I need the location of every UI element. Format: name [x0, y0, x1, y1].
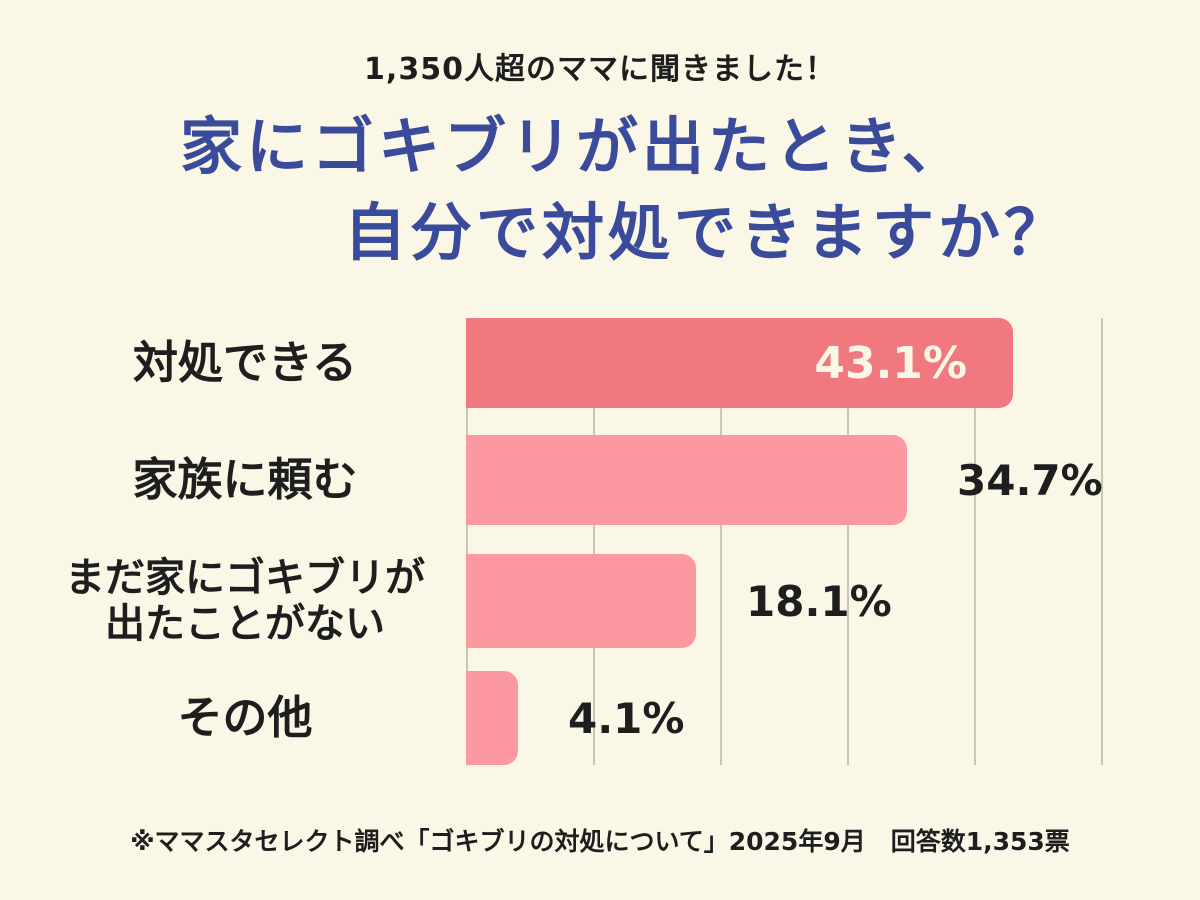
survey-subtitle: 1,350人超のママに聞きました！: [364, 52, 836, 87]
bar: [466, 671, 518, 765]
category-label-line: まだ家にゴキブリが: [65, 555, 425, 601]
bar: [466, 554, 696, 648]
category-label: 対処できる: [28, 337, 462, 389]
category-label-line: 出たことがない: [105, 601, 385, 647]
category-label: 家族に頼む: [28, 454, 462, 506]
category-label-line: 対処できる: [132, 336, 358, 389]
value-label: 4.1%: [568, 693, 685, 743]
gridline-30pct: [847, 318, 849, 765]
chart-title-line1: 家にゴキブリが出たとき、: [180, 110, 968, 183]
gridline-10pct: [593, 318, 595, 765]
gridline-20pct: [720, 318, 722, 765]
source-note: ※ママスタセレクト調べ「ゴキブリの対処について」2025年9月 回答数1,353…: [130, 827, 1070, 856]
bar: [466, 435, 907, 525]
value-label: 43.1%: [814, 337, 967, 389]
category-label-line: 家族に頼む: [132, 453, 358, 506]
gridline-40pct: [974, 318, 976, 765]
gridline-0pct: [466, 318, 468, 765]
bar: 43.1%: [466, 318, 1013, 408]
value-label: 34.7%: [957, 455, 1103, 505]
gridline-50pct: [1101, 318, 1103, 765]
category-label: その他: [28, 692, 462, 744]
chart-title-line2: 自分で対処できますか？: [344, 196, 1071, 269]
category-label-line: その他: [177, 691, 313, 744]
value-label: 18.1%: [746, 576, 892, 626]
category-label: まだ家にゴキブリが 出たことがない: [28, 555, 462, 647]
